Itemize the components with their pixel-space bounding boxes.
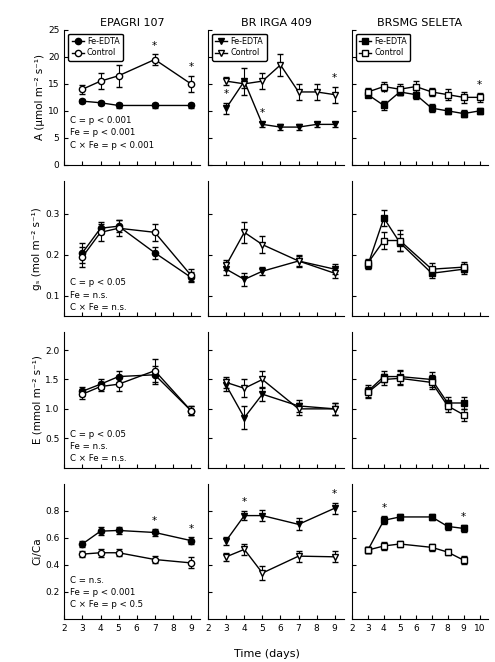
Text: *: * — [477, 79, 482, 89]
Legend: Fe-EDTA, Control: Fe-EDTA, Control — [68, 34, 123, 61]
Text: C = p < 0.05
Fe = n.s.
C × Fe = n.s.: C = p < 0.05 Fe = n.s. C × Fe = n.s. — [70, 430, 126, 463]
Text: C = p < 0.05
Fe = n.s.
C × Fe = n.s.: C = p < 0.05 Fe = n.s. C × Fe = n.s. — [70, 279, 126, 312]
Title: BR IRGA 409: BR IRGA 409 — [241, 18, 311, 28]
Text: *: * — [381, 88, 387, 98]
Text: C = p < 0.001
Fe = p < 0.001
C × Fe = p < 0.001: C = p < 0.001 Fe = p < 0.001 C × Fe = p … — [70, 117, 154, 150]
Text: *: * — [260, 109, 265, 118]
Text: *: * — [224, 89, 229, 99]
Text: *: * — [381, 503, 387, 513]
Text: C = n.s.
Fe = p < 0.001
C × Fe = p < 0.5: C = n.s. Fe = p < 0.001 C × Fe = p < 0.5 — [70, 576, 143, 609]
Y-axis label: Ci/Ca: Ci/Ca — [32, 538, 43, 565]
Title: BRSMG SELETA: BRSMG SELETA — [377, 18, 462, 28]
Text: *: * — [189, 62, 194, 72]
Text: *: * — [189, 524, 194, 534]
Text: *: * — [152, 516, 157, 526]
Text: *: * — [242, 497, 247, 508]
Text: *: * — [152, 41, 157, 51]
Y-axis label: gₛ (mol m⁻² s⁻¹): gₛ (mol m⁻² s⁻¹) — [32, 207, 43, 290]
Legend: Fe-EDTA, Control: Fe-EDTA, Control — [212, 34, 267, 61]
Text: Time (days): Time (days) — [234, 649, 300, 659]
Text: *: * — [332, 489, 337, 499]
Legend: Fe-EDTA, Control: Fe-EDTA, Control — [356, 34, 410, 61]
Y-axis label: E (mmol m⁻² s⁻¹): E (mmol m⁻² s⁻¹) — [32, 355, 43, 444]
Text: *: * — [461, 512, 466, 522]
Title: EPAGRI 107: EPAGRI 107 — [100, 18, 164, 28]
Text: *: * — [332, 73, 337, 83]
Y-axis label: A (μmol m⁻² s⁻¹): A (μmol m⁻² s⁻¹) — [35, 54, 45, 140]
